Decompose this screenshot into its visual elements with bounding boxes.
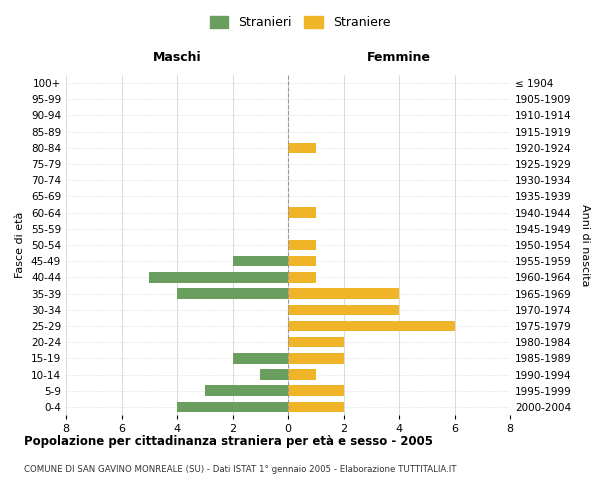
Bar bbox=[288, 256, 316, 266]
Bar bbox=[233, 256, 288, 266]
Bar bbox=[177, 288, 288, 299]
Bar bbox=[288, 208, 316, 218]
Y-axis label: Fasce di età: Fasce di età bbox=[16, 212, 25, 278]
Text: Popolazione per cittadinanza straniera per età e sesso - 2005: Popolazione per cittadinanza straniera p… bbox=[24, 435, 433, 448]
Bar bbox=[288, 353, 343, 364]
Bar bbox=[205, 386, 288, 396]
Bar bbox=[149, 272, 288, 282]
Bar bbox=[288, 304, 399, 315]
Text: Femmine: Femmine bbox=[367, 50, 431, 64]
Bar bbox=[288, 288, 399, 299]
Bar bbox=[233, 353, 288, 364]
Bar bbox=[260, 370, 288, 380]
Bar bbox=[288, 370, 316, 380]
Text: COMUNE DI SAN GAVINO MONREALE (SU) - Dati ISTAT 1° gennaio 2005 - Elaborazione T: COMUNE DI SAN GAVINO MONREALE (SU) - Dat… bbox=[24, 465, 457, 474]
Legend: Stranieri, Straniere: Stranieri, Straniere bbox=[205, 11, 395, 34]
Text: Maschi: Maschi bbox=[152, 50, 202, 64]
Y-axis label: Anni di nascita: Anni di nascita bbox=[580, 204, 590, 286]
Bar bbox=[288, 402, 343, 412]
Bar bbox=[288, 386, 343, 396]
Bar bbox=[288, 240, 316, 250]
Bar bbox=[288, 142, 316, 153]
Bar bbox=[288, 320, 455, 331]
Bar bbox=[288, 337, 343, 347]
Bar bbox=[177, 402, 288, 412]
Bar bbox=[288, 272, 316, 282]
